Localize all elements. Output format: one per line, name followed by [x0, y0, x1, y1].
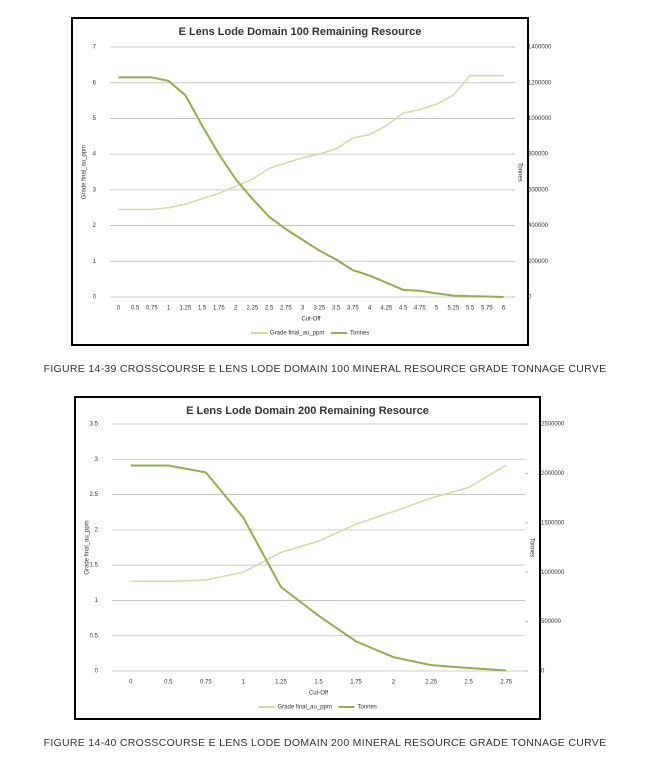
y-axis-label: Grade final_au_ppm [82, 145, 88, 199]
x-tick-label: 1.5 [198, 306, 207, 312]
y-tick-label: 0.5 [90, 633, 99, 639]
y2-tick-label: 500000 [541, 619, 562, 625]
y-tick-label: 1 [95, 598, 99, 604]
x-axis-label: Cut-Off [301, 317, 321, 323]
x-tick-label: 0 [117, 306, 121, 312]
x-tick-label: 2.5 [265, 306, 274, 312]
y2-tick-label: 2000000 [541, 471, 565, 477]
y-tick-label: 2 [95, 527, 99, 533]
y2-tick-label: 1000000 [541, 570, 565, 576]
y2-tick-label: 1200000 [528, 80, 552, 86]
y2-tick-label: 0 [528, 295, 532, 301]
y2-axis-label: Tonnes [528, 538, 534, 557]
chart-frame [74, 396, 541, 720]
x-tick-label: 2 [234, 306, 238, 312]
chart-title: E Lens Lode Domain 200 Remaining Resourc… [186, 405, 429, 417]
series-line [118, 74, 504, 211]
x-tick-label: 3.5 [332, 306, 341, 312]
y2-tick-label: 1500000 [541, 520, 565, 526]
x-tick-label: 5.5 [466, 306, 475, 312]
x-tick-label: 3.75 [347, 306, 359, 312]
y-tick-label: 3 [93, 187, 97, 193]
x-tick-label: 1 [167, 306, 171, 312]
y-tick-label: 1 [93, 259, 97, 265]
x-tick-label: 2.75 [280, 306, 292, 312]
y2-tick-label: 1000000 [528, 116, 552, 122]
x-tick-label: 2.75 [500, 680, 512, 686]
x-tick-label: 1.25 [180, 306, 192, 312]
y-tick-label: 2.5 [90, 492, 99, 498]
y2-tick-label: 1400000 [528, 45, 552, 51]
y-tick-label: 6 [93, 80, 97, 86]
chart-frame [71, 17, 529, 346]
x-tick-label: 2 [392, 680, 396, 686]
y2-tick-label: 200000 [528, 259, 549, 265]
y-tick-label: 0 [95, 669, 99, 675]
y2-tick-label: 2500000 [541, 422, 565, 428]
figure-caption: FIGURE 14-39 CROSSCOURSE E LENS LODE DOM… [44, 363, 607, 375]
x-tick-label: 5.25 [448, 306, 460, 312]
x-tick-label: 3 [301, 306, 305, 312]
x-tick-label: 1.5 [314, 680, 323, 686]
legend-label: Tonnes [350, 331, 369, 337]
y2-tick-label: 800000 [528, 152, 549, 158]
y-tick-label: 7 [93, 45, 97, 51]
x-tick-label: 6 [502, 306, 506, 312]
series-line [130, 464, 507, 583]
y-axis-label: Grade final_au_ppm [85, 520, 91, 574]
x-tick-label: 4 [368, 306, 372, 312]
y-tick-label: 3.5 [90, 422, 99, 428]
legend-label: Grade final_au_ppm [270, 331, 324, 337]
series-line [118, 76, 504, 298]
legend-label: Grade final_au_ppm [278, 705, 332, 711]
x-tick-label: 2.5 [465, 680, 474, 686]
figure-caption: FIGURE 14-40 CROSSCOURSE E LENS LODE DOM… [44, 737, 607, 749]
y-tick-label: 0 [93, 295, 97, 301]
x-tick-label: 4.75 [414, 306, 426, 312]
y-tick-label: 2 [93, 223, 97, 229]
x-axis-label: Cut-Off [309, 691, 329, 697]
x-tick-label: 2.25 [425, 680, 437, 686]
x-tick-label: 3.25 [314, 306, 326, 312]
y-tick-label: 4 [93, 152, 97, 158]
x-tick-label: 2.25 [247, 306, 259, 312]
y2-tick-label: 600000 [528, 187, 549, 193]
y2-tick-label: 0 [541, 669, 545, 675]
x-tick-label: 0.75 [200, 680, 212, 686]
x-tick-label: 0.75 [146, 306, 158, 312]
y-tick-label: 1.5 [90, 563, 99, 569]
x-tick-label: 5 [435, 306, 439, 312]
x-tick-label: 5.75 [481, 306, 493, 312]
x-tick-label: 4.25 [381, 306, 393, 312]
x-tick-label: 1.75 [350, 680, 362, 686]
y-tick-label: 3 [95, 457, 99, 463]
legend-label: Tonnes [358, 705, 377, 711]
x-tick-label: 1 [242, 680, 246, 686]
y2-axis-label: Tonnes [516, 162, 522, 181]
y2-tick-label: 400000 [528, 223, 549, 229]
x-tick-label: 1.75 [213, 306, 225, 312]
x-tick-label: 0 [129, 680, 133, 686]
chart-title: E Lens Lode Domain 100 Remaining Resourc… [179, 26, 422, 38]
y-tick-label: 5 [93, 116, 97, 122]
series-line [130, 464, 507, 672]
x-tick-label: 0.5 [164, 680, 173, 686]
x-tick-label: 1.25 [275, 680, 287, 686]
x-tick-label: 0.5 [131, 306, 140, 312]
x-tick-label: 4.5 [399, 306, 408, 312]
